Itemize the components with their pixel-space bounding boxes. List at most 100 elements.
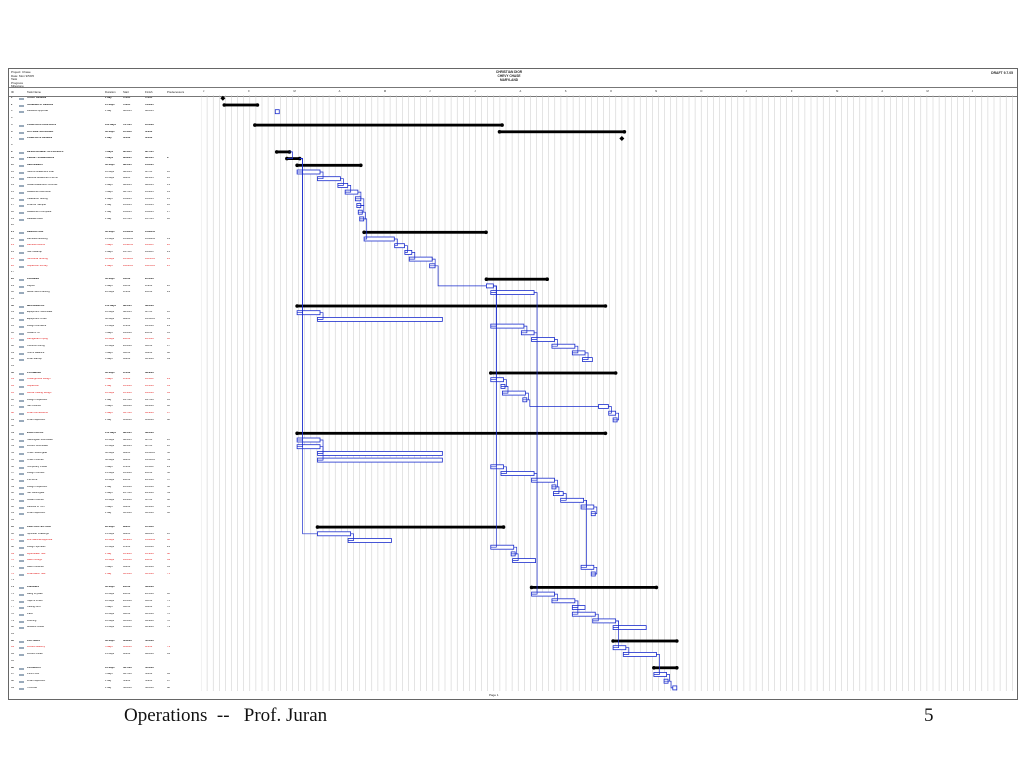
task-id: 78 xyxy=(11,612,14,615)
task-pred: 60 xyxy=(167,499,170,501)
task-row: 5 CONSTRUCTION DOCS 120 days 7/27/05 1/10/06 xyxy=(9,122,201,129)
summary-bar-end xyxy=(529,585,534,590)
task-dur: 5 days xyxy=(105,465,113,468)
task-pred: 9 xyxy=(167,157,169,160)
task-id: 37 xyxy=(11,338,14,341)
task-row: 33 Equipment Submittals 10 days 8/25/05 9/7/… xyxy=(9,309,201,316)
page-label: Page 1 xyxy=(489,693,499,697)
timescale-month: O xyxy=(610,90,613,93)
task-name: Fixture Delivery xyxy=(27,646,46,649)
task-pred: 17 xyxy=(167,210,170,213)
timescale-month: S xyxy=(564,90,567,93)
task-dur: 10 days xyxy=(105,599,115,602)
task-finish: 10/26/05 xyxy=(145,539,156,542)
task-name: OUTSIDE SOURCING xyxy=(27,130,54,133)
task-finish: 2/21/06 xyxy=(145,492,154,495)
task-id: 54 xyxy=(11,452,14,455)
summary-bar-end xyxy=(622,130,627,134)
task-row: 43 Underground Rough 5 days 1/5/06 1/11/06 29 xyxy=(9,376,201,383)
timescale-month: M xyxy=(836,90,839,93)
task-row: 14 Install Abatement Controls 3 days 9/22/0… xyxy=(9,182,201,189)
task-row: 13 Receive Abatement Permit 10 days 9/8/05 9… xyxy=(9,175,201,182)
task-indicator-icon xyxy=(19,433,24,435)
task-dur: 1 day xyxy=(105,385,112,388)
task-dur: 10 days xyxy=(105,545,115,548)
dependency-link xyxy=(286,151,293,159)
task-finish: 10/3/05 xyxy=(145,190,154,193)
task-dur: 150 days xyxy=(105,432,116,434)
task-dur: 5 days xyxy=(105,150,114,153)
task-dur: 10 days xyxy=(105,445,115,448)
task-id: 62 xyxy=(11,505,14,508)
timescale-month: J xyxy=(429,90,431,93)
task-name: Release Area xyxy=(27,217,43,220)
task-id: 59 xyxy=(11,485,14,488)
dependency-link xyxy=(591,566,598,575)
dependency-link xyxy=(358,205,365,213)
task-dur: 3 days xyxy=(105,358,113,361)
task-id: 87 xyxy=(11,673,14,676)
project-title-line: MARYLAND xyxy=(499,77,519,82)
task-name: Final Alarm Test xyxy=(27,572,46,575)
task-indicator-icon xyxy=(19,473,24,476)
task-name: COMPLETE DESIGN xyxy=(27,137,53,140)
dependency-link xyxy=(560,493,567,501)
task-finish: 8/17/05 xyxy=(145,150,154,153)
task-name: Sprinkler Drawings xyxy=(27,532,49,535)
task-finish: 3/1/06 xyxy=(145,344,153,347)
task-indicator-icon xyxy=(19,446,24,449)
task-dur: 15 days xyxy=(105,472,115,475)
task-pred: 83 xyxy=(167,653,170,656)
summary-bar-end xyxy=(674,666,679,670)
task-finish: 10/7/05 xyxy=(145,217,154,220)
timescale-month: F xyxy=(790,90,793,93)
task-pred: 38 xyxy=(167,351,170,354)
task-start: 9/22/05 xyxy=(123,184,132,187)
task-name: Above Ceiling Rough xyxy=(27,391,52,394)
task-name: Structural Shoring xyxy=(27,257,48,260)
task-id: 47 xyxy=(11,405,14,408)
task-pred: 58 xyxy=(167,485,170,488)
task-dur: 5 days xyxy=(105,646,113,649)
task-indicator-icon xyxy=(19,506,24,509)
task-row: 7 COMPLETE DESIGN 1 day 4/5/06 4/5/06 xyxy=(9,135,201,142)
task-start: 5/4/06 xyxy=(123,679,131,682)
task-finish: 10/5/05 xyxy=(145,197,154,200)
task-start: 2/2/06 xyxy=(123,592,131,595)
task-row: 75 Hang Drywall 10 days 2/2/06 2/15/06 30 xyxy=(9,591,201,598)
summary-bar-end xyxy=(274,150,279,154)
task-id: 80 xyxy=(11,626,14,629)
task-name: DEMOLITION xyxy=(27,231,44,233)
task-pred: 15 xyxy=(167,197,170,200)
task-finish: 1/18/06 xyxy=(145,545,154,548)
task-id: 74 xyxy=(11,586,14,589)
task-name: Fire Marshal Approval xyxy=(27,539,53,542)
dependency-link xyxy=(409,252,416,260)
task-indicator-icon xyxy=(19,392,24,395)
task-start: 10/10/05 xyxy=(123,237,134,240)
task-name: MECHANICAL xyxy=(27,304,45,307)
task-indicator-icon xyxy=(19,258,24,261)
task-row: 77 Ceiling Grid 5 days 3/2/06 3/8/06 76 xyxy=(9,604,201,611)
task-name: Alarm Devices xyxy=(27,566,44,568)
task-name: Devices & Trim xyxy=(27,505,45,508)
task-indicator-icon xyxy=(19,238,24,241)
task-dur: 60 days xyxy=(105,231,115,233)
task-pred: 10 xyxy=(167,532,170,535)
task-name: Temporary Power xyxy=(27,465,48,468)
task-dur: 3 days xyxy=(105,284,113,287)
dependency-link xyxy=(363,218,368,240)
summary-bar-end xyxy=(611,639,615,643)
task-start: 3/30/06 xyxy=(123,646,132,649)
task-row: 24 Site Cleanup 3 days 11/7/05 11/9/05 23 xyxy=(9,249,201,256)
task-dur: 1 day xyxy=(105,686,112,689)
task-row: 38 Controls Wiring 10 days 2/16/06 3/1/06 37 xyxy=(9,343,201,350)
task-pred: 66 xyxy=(167,539,170,542)
task-id: 14 xyxy=(11,184,14,187)
task-bar xyxy=(317,457,443,463)
task-indicator-icon xyxy=(19,218,24,221)
task-row: 65 FIRE PROTECTION 90 days 9/8/05 1/11/06 xyxy=(9,524,201,531)
task-indicator-icon xyxy=(19,513,24,516)
task-start: 1/5/06 xyxy=(123,545,131,548)
task-dur: 1 day xyxy=(105,552,112,555)
